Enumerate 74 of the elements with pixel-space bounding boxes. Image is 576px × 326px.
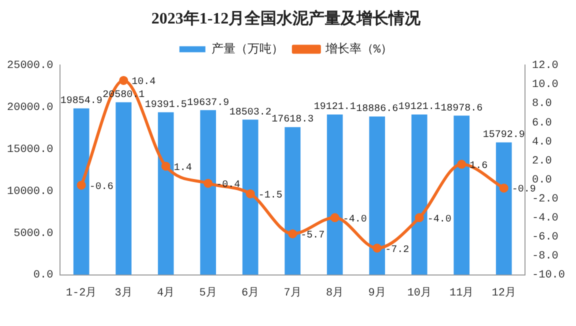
point	[246, 189, 255, 198]
y-tick-label: 25000.0	[6, 60, 54, 72]
bar	[496, 142, 512, 275]
bar	[158, 112, 174, 275]
bar	[284, 127, 301, 275]
data-label: 17618.3	[272, 114, 314, 126]
x-tick-label: 11月	[450, 286, 474, 300]
bar	[326, 114, 343, 275]
y2-tick-label: 4.0	[532, 136, 552, 148]
x-tick-label: 7月	[284, 286, 302, 300]
data-label: 19854.9	[60, 96, 102, 107]
legend-label: 增长率（%）	[324, 41, 393, 56]
point	[204, 178, 213, 188]
y-tick-label: 15000.0	[6, 144, 54, 156]
data-label: -0.9	[512, 184, 536, 196]
data-label: -5.7	[300, 230, 325, 242]
point	[414, 213, 424, 222]
data-label: 1.6	[470, 160, 488, 172]
y2-tick-label: -6.0	[532, 232, 558, 244]
y2-tick-label: -4.0	[532, 212, 558, 225]
x-tick-label: 9月	[368, 286, 386, 300]
data-label: -1.5	[258, 190, 282, 202]
data-label: 1.4	[174, 162, 192, 174]
point	[76, 180, 86, 190]
data-label: -0.6	[89, 182, 114, 193]
y-tick-label: 20000.0	[6, 102, 54, 114]
y2-tick-label: 12.0	[532, 60, 558, 72]
y2-tick-label: 8.0	[532, 98, 552, 110]
x-tick-label: 8月	[326, 286, 344, 300]
data-label: -4.0	[427, 214, 452, 226]
bar	[369, 116, 386, 275]
x-tick-label: 1-2月	[66, 286, 97, 300]
bar	[454, 116, 470, 275]
y2-tick-label: -2.0	[532, 193, 558, 206]
data-label: -4.0	[342, 214, 367, 226]
y2-tick-label: 10.0	[532, 79, 558, 92]
data-label: 15792.9	[482, 130, 525, 142]
bar	[200, 110, 216, 275]
x-tick-label: 6月	[242, 286, 260, 300]
x-tick-label: 12月	[492, 286, 516, 300]
legend-label: 产量（万吨）	[211, 41, 284, 56]
x-tick-label: 5月	[199, 286, 217, 300]
data-label: 19637.9	[187, 98, 230, 109]
point	[330, 213, 340, 222]
y2-tick-label: 2.0	[532, 155, 552, 168]
data-label: 10.4	[132, 77, 156, 88]
y-tick-label: 0.0	[33, 270, 54, 282]
bar	[73, 108, 90, 275]
data-label: 18978.6	[440, 103, 483, 114]
data-label: 18503.2	[229, 107, 272, 118]
point	[499, 184, 508, 193]
point	[119, 76, 128, 85]
data-label: 19121.1	[398, 102, 440, 114]
bar	[411, 114, 428, 275]
point	[457, 160, 466, 169]
point	[372, 244, 382, 253]
y2-tick-label: -8.0	[532, 250, 558, 263]
data-label: 19121.1	[314, 102, 356, 114]
x-tick-label: 3月	[114, 286, 132, 300]
data-label: 18886.6	[356, 104, 398, 116]
point	[288, 229, 298, 238]
bar	[242, 120, 258, 275]
y2-tick-label: 0.0	[532, 174, 552, 186]
data-label: 19391.5	[144, 100, 187, 111]
y-tick-label: 10000.0	[6, 186, 54, 198]
data-label: -7.2	[385, 244, 410, 256]
point	[161, 162, 170, 171]
y2-tick-label: 6.0	[532, 117, 552, 130]
y-tick-label: 5000.0	[14, 228, 54, 240]
y2-tick-label: -10.0	[532, 270, 566, 282]
bar	[116, 102, 132, 275]
x-tick-label: 4月	[157, 286, 175, 300]
x-tick-label: 10月	[407, 286, 432, 300]
chart-title: 2023年1-12月全国水泥产量及增长情况	[151, 10, 422, 28]
